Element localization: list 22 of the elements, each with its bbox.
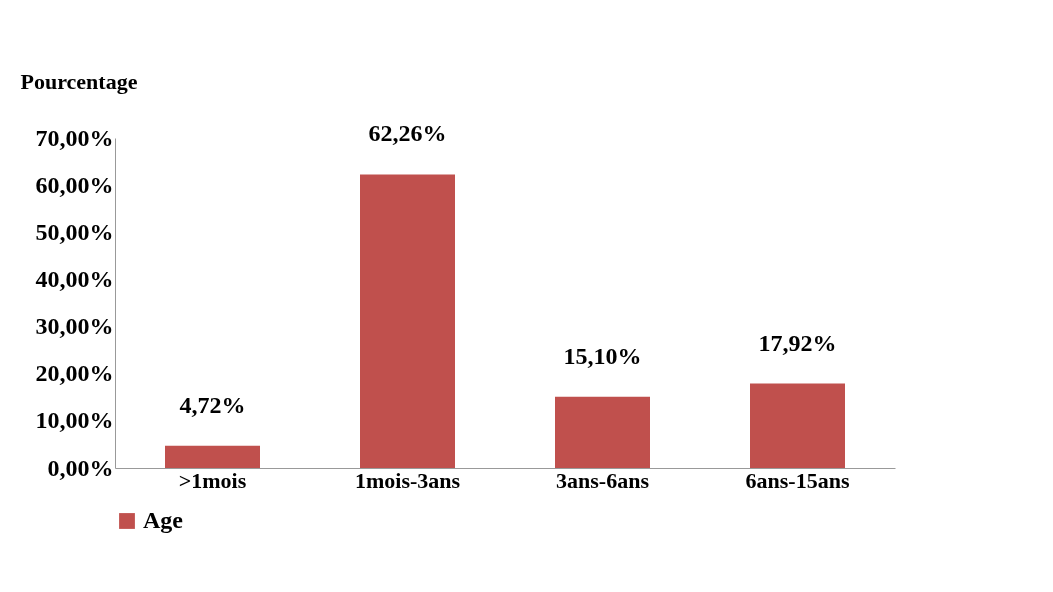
y-tick-label: 60,00% bbox=[35, 171, 114, 198]
x-tick-label: >1mois bbox=[178, 467, 247, 493]
x-tick-label: 1mois-3ans bbox=[354, 467, 461, 493]
text: 62,26% bbox=[368, 120, 447, 147]
x-tick-label: 3ans-6ans bbox=[556, 467, 650, 493]
text: 4,72% bbox=[179, 391, 246, 418]
x-tick-label: 6ans-15ans bbox=[745, 467, 850, 493]
y-tick-label: 20,00% bbox=[35, 360, 114, 387]
text: 17,92% bbox=[758, 329, 837, 356]
bar bbox=[555, 396, 650, 468]
y-tick-label: 0,00% bbox=[47, 454, 114, 481]
y-tick-label: 70,00% bbox=[35, 124, 114, 151]
y-tick-label: 10,00% bbox=[35, 407, 114, 434]
bar bbox=[750, 383, 845, 468]
y-tick-label: 40,00% bbox=[35, 265, 114, 292]
bar bbox=[165, 445, 260, 468]
y-tick-label: 50,00% bbox=[35, 218, 114, 245]
y-tick-label: 30,00% bbox=[35, 313, 114, 340]
text: 15,10% bbox=[563, 342, 642, 369]
legend-label: Age bbox=[143, 507, 184, 533]
bar bbox=[360, 174, 455, 468]
y-axis-title: Pourcentage bbox=[20, 68, 138, 94]
